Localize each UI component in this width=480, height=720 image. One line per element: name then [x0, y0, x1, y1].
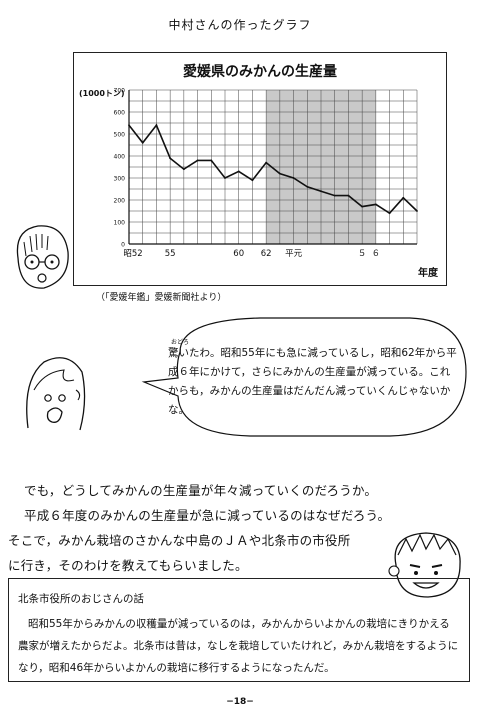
data-point	[169, 157, 172, 160]
y-tick-label: 600	[114, 110, 126, 117]
data-point	[278, 172, 281, 175]
page-title: 中村さんの作ったグラフ	[168, 18, 312, 32]
body-paragraph-3: そこで，みかん栽培のさかんな中島のＪＡや北条市の市役所	[8, 533, 351, 548]
data-point	[374, 203, 377, 206]
production-line-chart: 愛媛県のみかんの生産量 (1000トン) 年度 0 100 200 300 400 500…	[79, 63, 439, 279]
data-point	[292, 177, 295, 179]
y-tick-label: 200	[114, 198, 126, 205]
x-tick-label: ５	[358, 249, 367, 259]
data-point	[347, 194, 350, 197]
quote-box-title: 北条市役所のおじさんの話	[18, 593, 144, 605]
data-point	[210, 159, 213, 162]
data-point	[224, 177, 226, 179]
data-point	[265, 161, 268, 164]
speech-bubble	[141, 317, 467, 437]
bubble-ruby: おどろ	[171, 339, 190, 346]
boy-illustration	[388, 532, 461, 598]
body-paragraph-2: 平成６年度のみかんの生産量が急に減っているのはなぜだろう。	[24, 508, 391, 523]
quote-box-body: 昭和55年からみかんの収穫量が減っているのは，みかんからいよかんの栽培にきりかえ…	[18, 618, 459, 674]
x-tick-label: 60	[233, 249, 244, 259]
data-point	[128, 124, 130, 127]
quote-box	[8, 578, 470, 682]
y-tick-label: 500	[114, 132, 126, 139]
body-paragraph-1: でも，どうしてみかんの生産量が年々減っていくのだろうか。	[24, 483, 378, 498]
data-point	[196, 159, 199, 162]
data-point	[361, 205, 364, 208]
data-point	[320, 190, 322, 193]
y-tick-label: 300	[114, 176, 126, 183]
data-point	[416, 210, 418, 212]
chart-title: 愛媛県のみかんの生産量	[183, 63, 337, 80]
data-point	[237, 170, 240, 173]
x-tick-label: 55	[165, 249, 176, 259]
data-point	[141, 141, 144, 144]
chart-frame	[73, 52, 447, 286]
x-tick-label: ６	[372, 249, 381, 259]
x-tick-label: 昭52	[123, 249, 142, 259]
body-paragraph-4: に行き，そのわけを教えてもらいました。	[8, 558, 248, 573]
bubble-text: 驚いたわ。昭和55年にも急に減っているし，昭和62年から平成６年にかけて，さらに…	[168, 347, 457, 416]
data-point	[402, 196, 405, 199]
x-tick-label: 平元	[285, 249, 303, 259]
page-number: −18−	[226, 697, 254, 707]
production-series-line	[128, 123, 418, 215]
source-note: （「愛媛年鑑」愛媛新聞社より）	[96, 293, 227, 303]
data-point	[251, 179, 254, 182]
data-point	[388, 212, 391, 215]
y-tick-label: 0	[121, 242, 125, 249]
data-point	[155, 124, 158, 127]
y-unit-label: (1000トン)	[79, 89, 125, 98]
y-tick-label: 100	[114, 220, 126, 227]
surprised-girl-illustration	[26, 357, 86, 431]
data-point	[306, 185, 309, 188]
x-tick-label: 62	[261, 249, 272, 259]
data-point	[333, 194, 336, 197]
student-with-glasses-illustration	[16, 225, 69, 289]
x-axis-label: 年度	[418, 266, 439, 279]
y-tick-label: 400	[114, 154, 126, 161]
data-point	[182, 168, 185, 171]
y-tick-label: 700	[114, 88, 126, 95]
